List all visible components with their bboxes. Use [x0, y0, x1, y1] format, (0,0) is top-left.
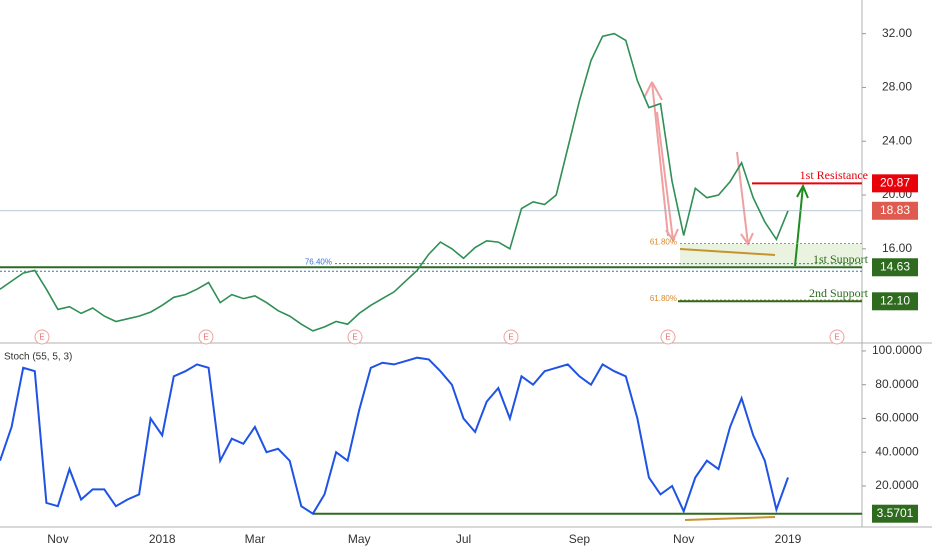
fib-label: 61.80% [650, 294, 677, 303]
price-tag-label: 14.63 [880, 259, 910, 273]
event-marker [503, 329, 519, 345]
x-tick-label: May [348, 532, 371, 546]
event-marker [347, 329, 363, 345]
price-tag [872, 174, 918, 193]
fib-label: 76.40% [305, 258, 332, 267]
level-label: 2nd Support [809, 286, 869, 300]
y-tick-label: 20.0000 [875, 478, 919, 492]
y-tick-label: 60.0000 [875, 411, 919, 425]
fib-label: 61.80% [650, 238, 677, 247]
event-label: E [39, 333, 44, 342]
price-tag [872, 258, 918, 277]
price-tag [872, 292, 918, 311]
x-tick-label: Nov [673, 532, 694, 546]
price-tag [872, 201, 918, 220]
y-tick-label: 28.00 [882, 80, 912, 94]
level-label: 1st Resistance [800, 168, 868, 182]
y-tick-label: 100.0000 [872, 343, 922, 357]
y-tick-label: 24.00 [882, 133, 912, 147]
event-marker [660, 329, 676, 345]
event-marker [34, 329, 50, 345]
price-tag-label: 12.10 [880, 293, 910, 307]
series-line [0, 32, 789, 332]
event-marker [198, 329, 214, 345]
price-tag-label: 3.5701 [877, 506, 914, 520]
y-tick-label: 32.00 [882, 26, 912, 40]
pane-title: Stoch (55, 5, 3) [4, 352, 72, 363]
price-tag-label: 18.83 [880, 203, 910, 217]
price-tag [872, 504, 918, 523]
trend-line [679, 248, 776, 256]
y-tick-label: 80.0000 [875, 377, 919, 391]
x-tick-label: Sep [569, 532, 591, 546]
event-label: E [352, 333, 357, 342]
x-tick-label: 2019 [775, 532, 802, 546]
level-label: 1st Support [813, 252, 869, 266]
event-marker [829, 329, 845, 345]
trend-line [684, 516, 776, 521]
series-line [0, 356, 789, 516]
event-label: E [203, 333, 208, 342]
event-label: E [834, 333, 839, 342]
x-tick-label: 2018 [149, 532, 176, 546]
target-arrow [794, 183, 809, 267]
x-tick-label: Mar [245, 532, 266, 546]
price-tag-label: 20.87 [880, 176, 910, 190]
x-tick-label: Jul [456, 532, 471, 546]
event-label: E [665, 333, 670, 342]
y-tick-label: 40.0000 [875, 444, 919, 458]
event-label: E [508, 333, 513, 342]
y-tick-label: 16.00 [882, 241, 912, 255]
x-tick-label: Nov [47, 532, 68, 546]
